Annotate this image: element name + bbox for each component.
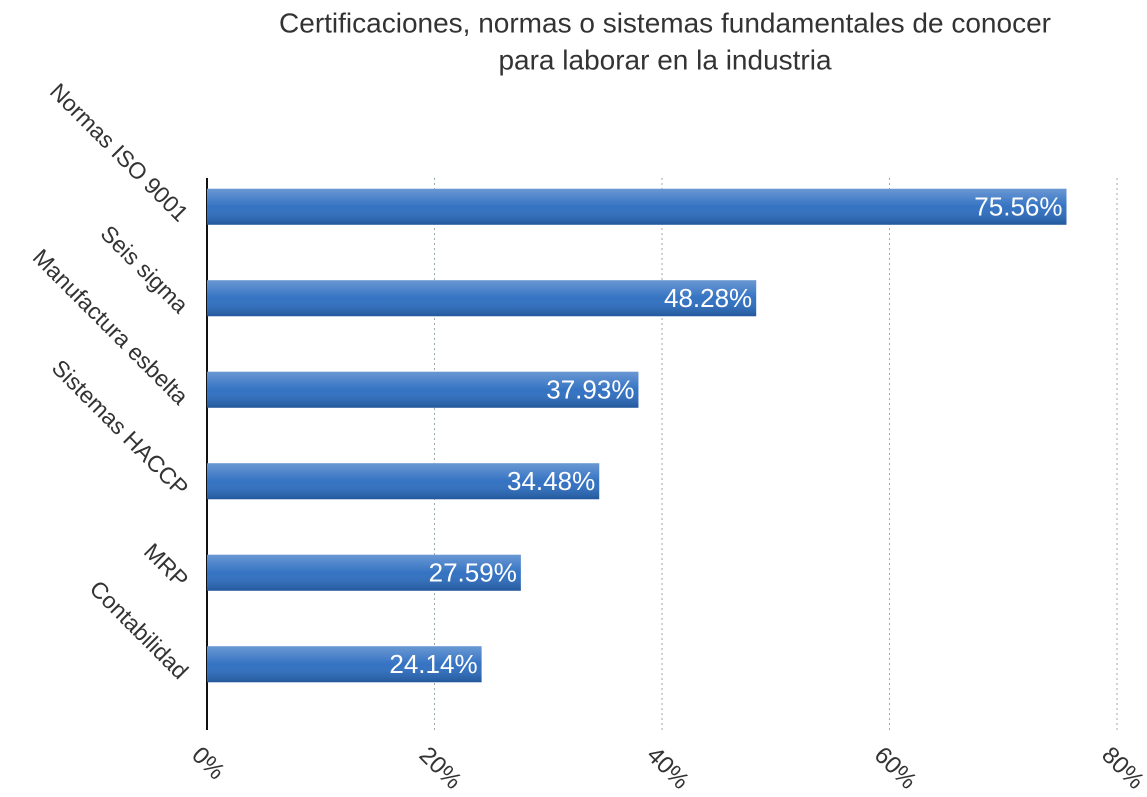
bar-shine xyxy=(207,280,757,317)
bar-shine xyxy=(207,371,639,408)
value-label: 24.14% xyxy=(389,649,477,679)
x-tick-label: 40% xyxy=(641,742,694,795)
y-tick-label: Manufactura esbelta xyxy=(28,244,194,410)
bar-shine xyxy=(207,463,600,500)
value-label: 27.59% xyxy=(429,558,517,588)
x-tick-label: 60% xyxy=(869,742,922,795)
bar-shine xyxy=(207,188,1067,225)
x-tick-label: 20% xyxy=(414,742,467,795)
x-tick-label: 0% xyxy=(186,742,230,786)
value-label: 34.48% xyxy=(507,466,595,496)
x-tick-label: 80% xyxy=(1096,742,1147,795)
value-label: 48.28% xyxy=(664,283,752,313)
y-tick-label: Contabilidad xyxy=(85,575,194,684)
y-tick-label: MRP xyxy=(139,538,194,593)
bar-shine xyxy=(207,554,521,591)
y-tick-label: Normas ISO 9001 xyxy=(45,78,194,227)
value-label: 37.93% xyxy=(546,375,634,405)
bar-shine xyxy=(207,646,482,683)
value-label: 75.56% xyxy=(974,192,1062,222)
chart-title: para laborar en la industria xyxy=(498,44,832,75)
chart-title: Certificaciones, normas o sistemas funda… xyxy=(279,7,1051,38)
y-tick-label: Seis sigma xyxy=(96,220,194,318)
